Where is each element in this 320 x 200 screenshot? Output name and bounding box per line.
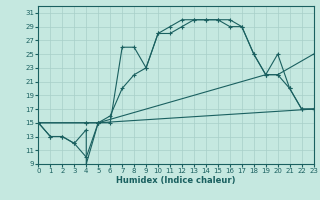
- X-axis label: Humidex (Indice chaleur): Humidex (Indice chaleur): [116, 176, 236, 185]
